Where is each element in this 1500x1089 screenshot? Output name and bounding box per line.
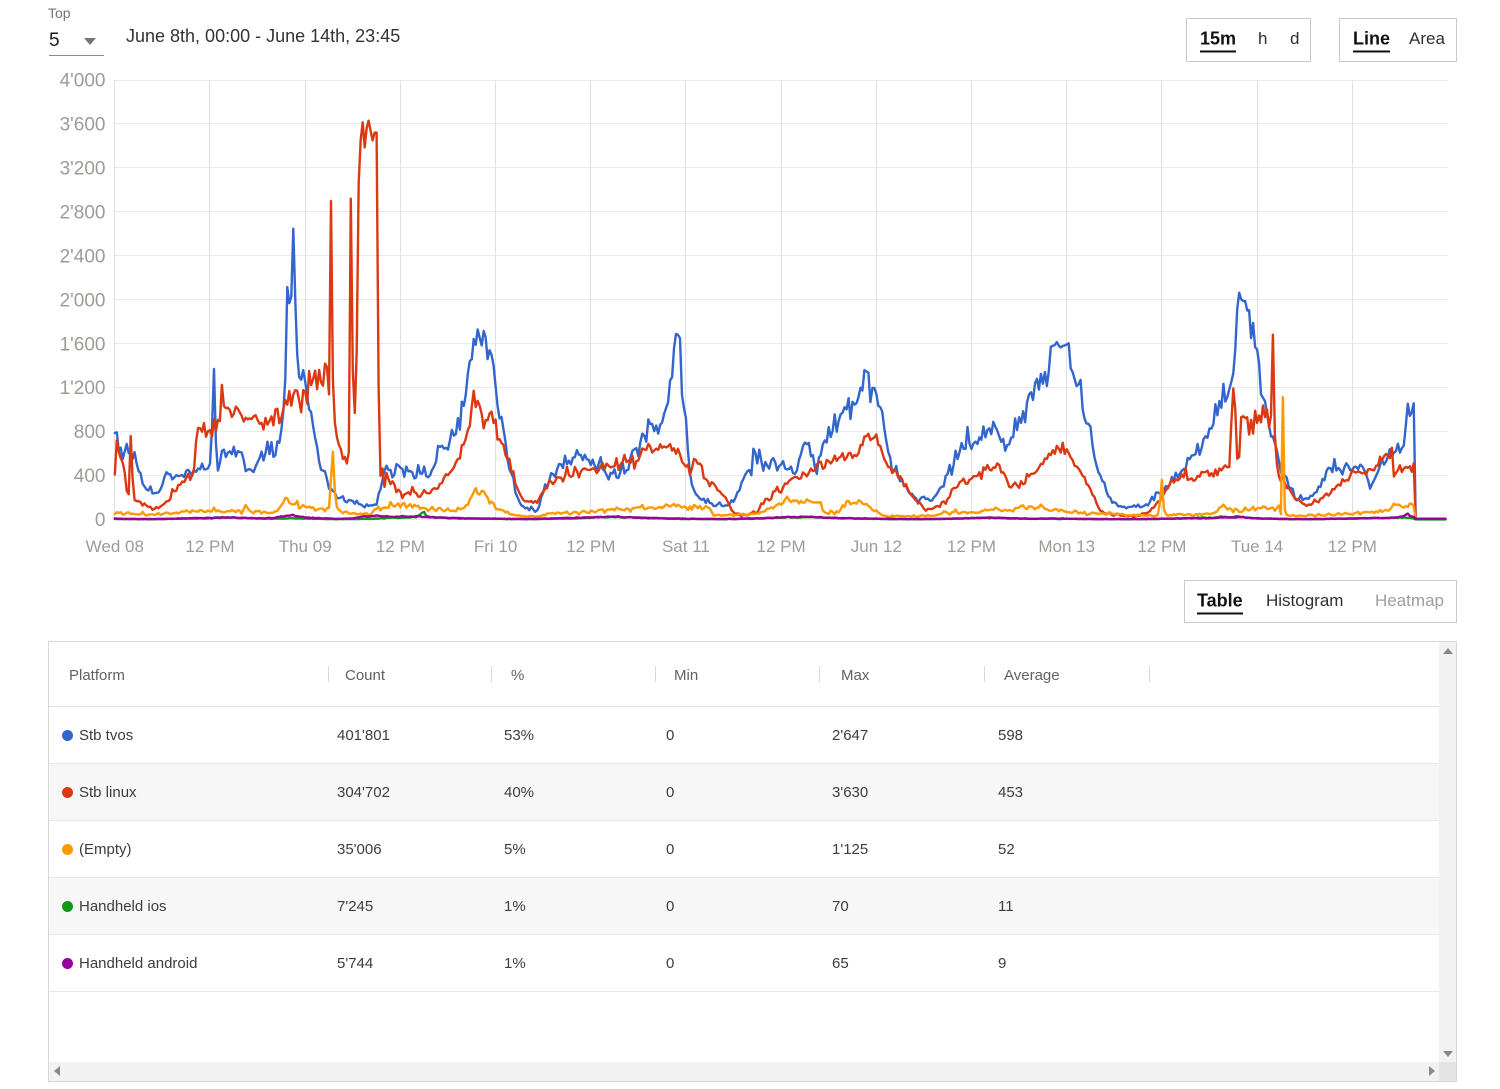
- svg-text:400: 400: [74, 466, 106, 487]
- svg-text:4'000: 4'000: [60, 71, 106, 92]
- svg-text:Mon 13: Mon 13: [1038, 537, 1095, 556]
- svg-text:Wed 08: Wed 08: [86, 537, 144, 556]
- svg-text:12 PM: 12 PM: [947, 537, 996, 556]
- svg-text:2'400: 2'400: [60, 246, 106, 267]
- svg-text:Fri 10: Fri 10: [474, 537, 517, 556]
- svg-text:Thu 09: Thu 09: [279, 537, 332, 556]
- svg-text:12 PM: 12 PM: [757, 537, 806, 556]
- svg-text:3'600: 3'600: [60, 115, 106, 136]
- svg-text:Jun 12: Jun 12: [851, 537, 902, 556]
- svg-text:2'000: 2'000: [60, 290, 106, 311]
- svg-text:800: 800: [74, 422, 106, 443]
- svg-text:3'200: 3'200: [60, 158, 106, 179]
- svg-text:0: 0: [95, 510, 106, 531]
- svg-text:12 PM: 12 PM: [1137, 537, 1186, 556]
- svg-text:12 PM: 12 PM: [1328, 537, 1377, 556]
- svg-text:1'600: 1'600: [60, 334, 106, 355]
- svg-text:2'800: 2'800: [60, 202, 106, 223]
- svg-text:12 PM: 12 PM: [376, 537, 425, 556]
- svg-text:Tue 14: Tue 14: [1231, 537, 1283, 556]
- svg-text:Sat 11: Sat 11: [662, 537, 710, 556]
- svg-text:12 PM: 12 PM: [566, 537, 615, 556]
- svg-text:12 PM: 12 PM: [185, 537, 234, 556]
- svg-text:1'200: 1'200: [60, 378, 106, 399]
